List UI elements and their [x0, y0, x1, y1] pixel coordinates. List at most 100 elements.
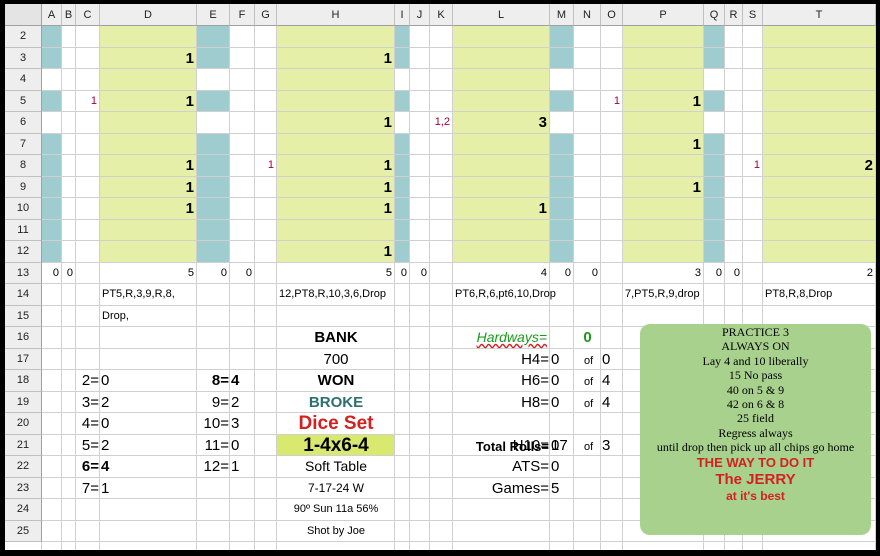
roll-count-label-4[interactable]: 5= [81, 436, 99, 454]
column-header-m[interactable]: M [550, 4, 574, 26]
shot-by[interactable]: Shot by Joe [306, 524, 366, 537]
cell-t13[interactable]: 2 [866, 266, 873, 279]
column-header-o[interactable]: O [601, 4, 623, 26]
note-d15[interactable]: Drop, [102, 309, 129, 322]
roll-count-value-9[interactable]: 3 [231, 415, 240, 432]
row-header-19[interactable]: 19 [5, 391, 42, 413]
total-rolls-value[interactable]: 17 [551, 436, 568, 454]
row-header-23[interactable]: 23 [5, 477, 42, 499]
row-header-10[interactable]: 10 [5, 198, 42, 220]
roll-count-value-6[interactable]: 1 [101, 479, 110, 497]
cell-h13[interactable]: 5 [385, 266, 392, 279]
roll-count-label-2[interactable]: 3= [81, 393, 99, 411]
cell-f13[interactable]: 0 [245, 266, 252, 279]
hardway-label-2[interactable]: H6= [521, 372, 549, 389]
row-header-15[interactable]: 15 [5, 305, 42, 327]
row-header-25[interactable]: 25 [5, 520, 42, 542]
roll-count-value-5[interactable]: 4 [101, 458, 110, 475]
hardway-value-4[interactable]: 0 [551, 436, 560, 454]
dice-set-label[interactable]: Dice Set [298, 413, 374, 434]
cell-d8[interactable]: 1 [185, 157, 194, 174]
hardway-value-3[interactable]: 0 [551, 393, 560, 411]
row-header-3[interactable]: 3 [5, 47, 42, 69]
row-header-13[interactable]: 13 [5, 262, 42, 284]
roll-count-value-11[interactable]: 1 [231, 458, 240, 475]
row-header-7[interactable]: 7 [5, 133, 42, 155]
games-value[interactable]: 5 [551, 479, 560, 497]
column-header-t[interactable]: T [763, 4, 876, 26]
hardway-label-3[interactable]: H8= [521, 393, 549, 411]
cell-o5[interactable]: 1 [613, 94, 620, 107]
cell-t8[interactable]: 2 [864, 157, 873, 174]
cell-h9[interactable]: 1 [383, 178, 392, 196]
session-date[interactable]: 7-17-24 W [307, 480, 365, 495]
roll-count-label-3[interactable]: 4= [81, 415, 99, 432]
note-h14[interactable]: 12,PT8,R,10,3,6,Drop [279, 288, 387, 300]
roll-count-value-3[interactable]: 0 [101, 415, 110, 432]
won-label[interactable]: WON [317, 372, 355, 389]
column-header-i[interactable]: I [395, 4, 410, 26]
row-header-21[interactable]: 21 [5, 434, 42, 456]
cell-p7[interactable]: 1 [692, 135, 701, 153]
roll-count-label-8[interactable]: 9= [211, 393, 229, 411]
cell-r13[interactable]: 0 [733, 266, 740, 279]
column-header-a[interactable]: A [42, 4, 62, 26]
note-l14[interactable]: PT6,R,6,pt6,10,Drop [455, 288, 556, 300]
cell-a13[interactable]: 0 [52, 266, 59, 279]
cell-i13[interactable]: 0 [400, 266, 407, 279]
table-type[interactable]: Soft Table [304, 458, 367, 474]
hardway-value-1[interactable]: 0 [551, 350, 560, 368]
hardway-total-2[interactable]: 4 [602, 372, 611, 389]
cell-h8[interactable]: 1 [383, 157, 392, 174]
hardway-label-1[interactable]: H4= [521, 350, 549, 368]
column-header-f[interactable]: F [230, 4, 255, 26]
column-header-n[interactable]: N [574, 4, 601, 26]
column-header-b[interactable]: B [62, 4, 76, 26]
column-header-r[interactable]: R [725, 4, 743, 26]
hardway-label-4[interactable]: H10= [512, 436, 549, 454]
cell-p9[interactable]: 1 [692, 178, 701, 196]
total-rolls-label[interactable]: Total Rolls= [475, 438, 549, 454]
column-header-e[interactable]: E [197, 4, 230, 26]
row-header-2[interactable]: 2 [5, 26, 42, 48]
cell-p13[interactable]: 3 [694, 266, 701, 279]
roll-count-value-8[interactable]: 2 [231, 393, 240, 411]
roll-count-value-1[interactable]: 0 [101, 372, 110, 389]
cell-l10[interactable]: 1 [538, 200, 547, 217]
roll-count-label-6[interactable]: 7= [81, 479, 99, 497]
roll-count-label-1[interactable]: 2= [81, 372, 99, 389]
note-t14[interactable]: PT8,R,8,Drop [765, 288, 833, 300]
column-header-h[interactable]: H [277, 4, 395, 26]
row-header-20[interactable]: 20 [5, 413, 42, 435]
column-header-s[interactable]: S [743, 4, 763, 26]
roll-count-value-7[interactable]: 4 [231, 372, 240, 389]
weather[interactable]: 90º Sun 11a 56% [293, 503, 379, 515]
roll-count-label-11[interactable]: 12= [203, 458, 229, 475]
row-header-12[interactable]: 12 [5, 241, 42, 263]
column-header-g[interactable]: G [255, 4, 277, 26]
row-header-11[interactable]: 11 [5, 219, 42, 241]
cell-h10[interactable]: 1 [383, 200, 392, 217]
ats-label[interactable]: ATS= [512, 458, 549, 475]
roll-count-value-4[interactable]: 2 [101, 436, 110, 454]
row-header-17[interactable]: 17 [5, 348, 42, 370]
roll-count-label-9[interactable]: 10= [203, 415, 229, 432]
roll-count-value-10[interactable]: 0 [231, 436, 240, 454]
hardways-title[interactable]: Hardways= [476, 329, 547, 345]
row-header-5[interactable]: 5 [5, 90, 42, 112]
cell-d3[interactable]: 1 [185, 49, 194, 67]
row-header-4[interactable]: 4 [5, 69, 42, 91]
cell-d9[interactable]: 1 [185, 178, 194, 196]
cell-l13[interactable]: 4 [540, 266, 547, 279]
row-header-6[interactable]: 6 [5, 112, 42, 134]
hardways-count[interactable]: 0 [583, 329, 592, 346]
select-all-corner[interactable] [5, 4, 42, 26]
roll-count-label-7[interactable]: 8= [211, 372, 229, 389]
cell-h6[interactable]: 1 [383, 114, 392, 131]
cell-k6[interactable]: 1,2 [434, 116, 450, 128]
cell-b13[interactable]: 0 [66, 266, 73, 279]
cell-n13[interactable]: 0 [591, 266, 598, 279]
column-header-k[interactable]: K [430, 4, 453, 26]
cell-d10[interactable]: 1 [185, 200, 194, 217]
broke-label[interactable]: BROKE [308, 393, 364, 411]
